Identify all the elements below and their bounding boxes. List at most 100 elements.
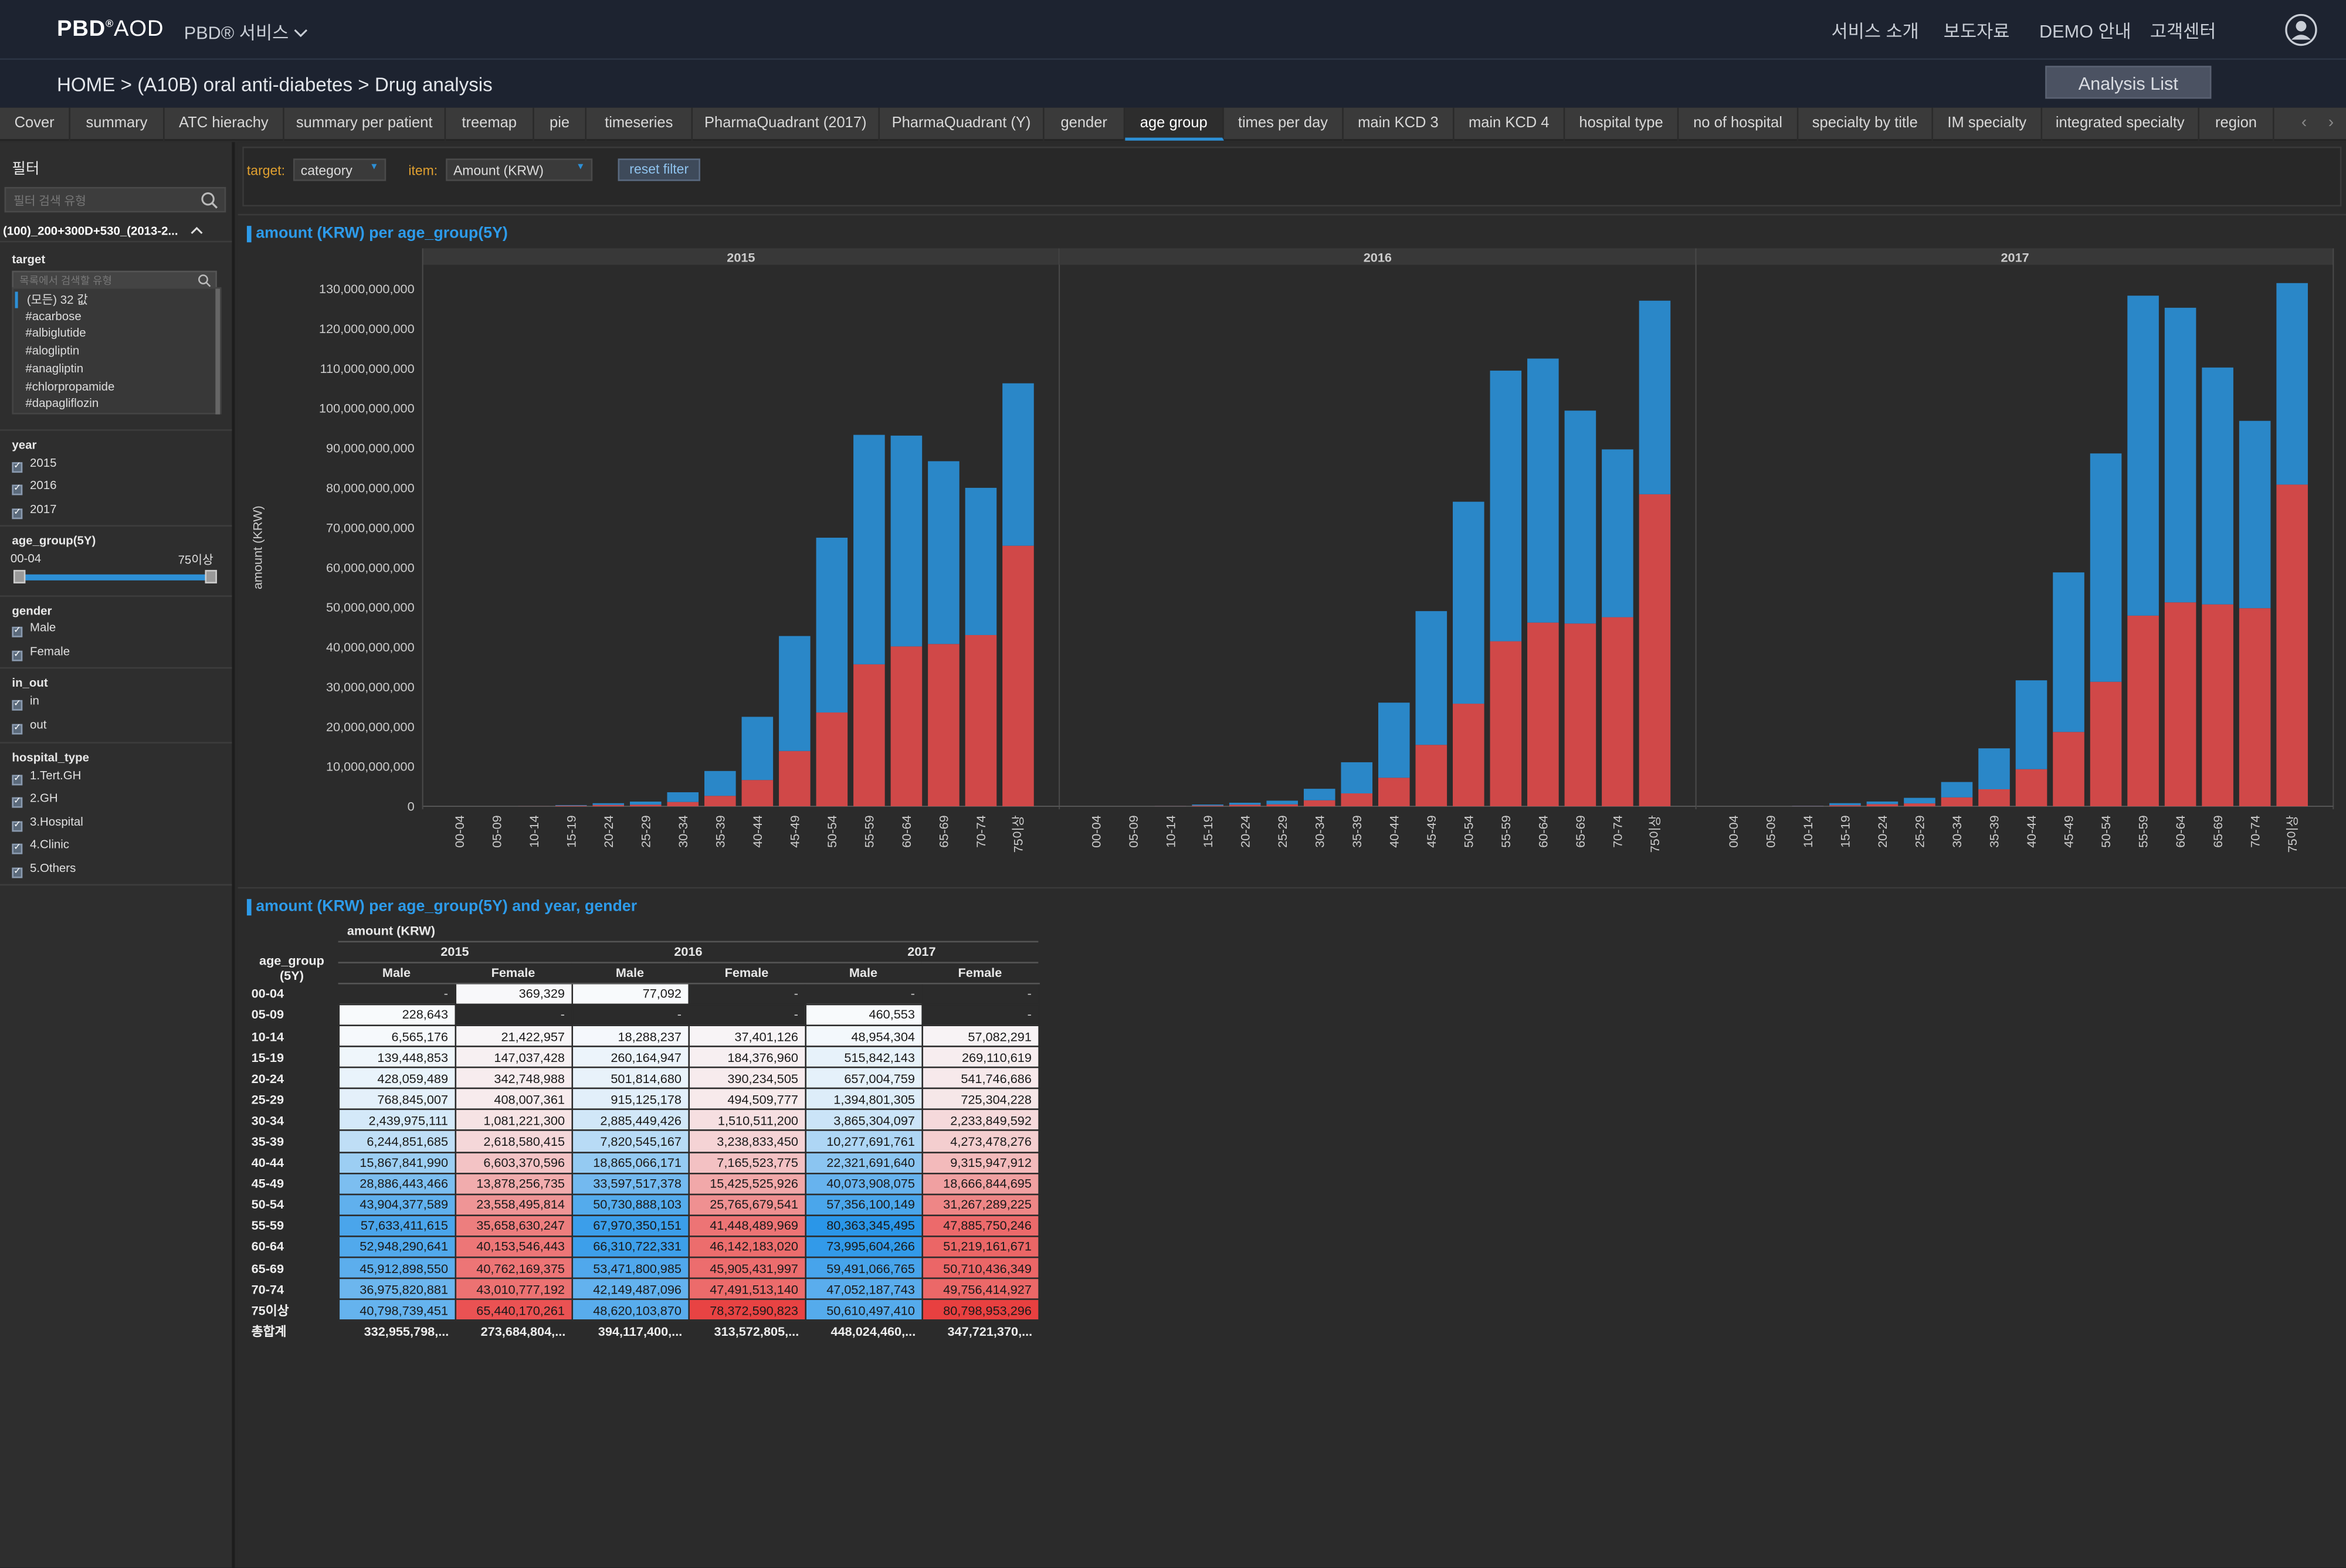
table-cell[interactable]: 408,007,361 [454, 1088, 572, 1111]
table-cell[interactable]: 147,037,428 [454, 1046, 572, 1068]
table-cell[interactable]: 37,401,126 [687, 1024, 806, 1047]
analysis-list-button[interactable]: Analysis List [2045, 66, 2212, 99]
table-cell[interactable]: - [921, 1003, 1039, 1026]
user-account-icon[interactable] [2284, 13, 2317, 46]
bar-male[interactable] [629, 802, 662, 805]
table-cell[interactable]: 6,244,851,685 [337, 1130, 456, 1153]
table-cell[interactable]: 725,304,228 [921, 1088, 1039, 1111]
table-cell[interactable]: 73,995,604,266 [804, 1235, 923, 1258]
bar-male[interactable] [1527, 358, 1559, 623]
bar-female[interactable] [1866, 804, 1899, 806]
table-cell[interactable]: 4,273,478,276 [921, 1130, 1039, 1153]
table-cell[interactable]: - [921, 982, 1039, 1005]
table-cell[interactable]: 390,234,505 [687, 1067, 806, 1090]
table-cell[interactable]: 428,059,489 [337, 1067, 456, 1090]
bar-female[interactable] [2053, 732, 2084, 806]
sheet-selector[interactable]: (100)_200+300D+530_(2013-2... [3, 225, 204, 238]
service-menu[interactable]: PBD® 서비스 [184, 19, 309, 45]
table-cell[interactable]: 369,329 [454, 982, 572, 1005]
table-cell[interactable]: 7,165,523,775 [687, 1151, 806, 1174]
bar-male[interactable] [741, 717, 774, 780]
year-checkbox-2015[interactable]: ✓ 2015 [12, 456, 56, 473]
tab-treemap[interactable]: treemap [446, 107, 534, 141]
nav-press[interactable]: 보도자료 [1943, 21, 2010, 42]
table-cell[interactable]: 139,448,853 [337, 1046, 456, 1068]
table-cell[interactable]: 13,878,256,735 [454, 1172, 572, 1195]
table-cell[interactable]: 36,975,820,881 [337, 1277, 456, 1301]
bar-female[interactable] [592, 805, 625, 806]
pbd-aod-logo[interactable]: PBD®AOD [57, 16, 164, 42]
target-list-scrollbar[interactable] [215, 289, 220, 415]
bar-female[interactable] [629, 805, 662, 806]
bar-female[interactable] [2015, 769, 2047, 806]
bar-male[interactable] [1002, 383, 1034, 546]
table-cell[interactable]: 80,363,345,495 [804, 1214, 923, 1237]
bar-female[interactable] [779, 751, 811, 806]
bar-female[interactable] [1527, 622, 1559, 806]
table-cell[interactable]: 57,633,411,615 [337, 1214, 456, 1237]
table-cell[interactable]: 10,277,691,761 [804, 1130, 923, 1153]
bar-female[interactable] [1378, 778, 1410, 806]
table-cell[interactable]: 35,658,630,247 [454, 1214, 572, 1237]
bar-female[interactable] [667, 802, 699, 806]
table-cell[interactable]: 22,321,691,640 [804, 1151, 923, 1174]
table-cell[interactable]: 9,315,947,912 [921, 1151, 1039, 1174]
table-cell[interactable]: 515,842,143 [804, 1046, 923, 1068]
tab-age-group[interactable]: age group [1125, 107, 1224, 141]
table-cell[interactable]: 50,710,436,349 [921, 1256, 1039, 1279]
bar-male[interactable] [2239, 420, 2271, 609]
target-list-item[interactable]: #chlorpropamide [25, 379, 115, 393]
tab-summary[interactable]: summary [70, 107, 165, 141]
table-cell[interactable]: 46,142,183,020 [687, 1235, 806, 1258]
table-cell[interactable]: 48,620,103,870 [571, 1298, 689, 1322]
table-cell[interactable]: - [804, 982, 923, 1005]
bar-male[interactable] [2127, 296, 2159, 616]
bar-female[interactable] [2239, 608, 2271, 806]
table-cell[interactable]: - [571, 1003, 689, 1026]
table-cell[interactable]: 50,610,497,410 [804, 1298, 923, 1322]
table-cell[interactable]: 78,372,590,823 [687, 1298, 806, 1322]
bar-female[interactable] [1453, 704, 1484, 806]
bar-male[interactable] [704, 771, 736, 796]
bar-female[interactable] [1564, 623, 1596, 806]
target-list-item[interactable]: #alogliptin [25, 344, 80, 358]
table-cell[interactable]: 43,010,777,192 [454, 1277, 572, 1301]
bar-female[interactable] [1639, 494, 1671, 806]
table-cell[interactable]: 40,073,908,075 [804, 1172, 923, 1195]
hospital-type-checkbox[interactable]: ✓ 2.GH [12, 791, 58, 808]
bar-female[interactable] [1602, 617, 1633, 806]
table-cell[interactable]: 1,394,801,305 [804, 1088, 923, 1111]
table-cell[interactable]: 52,948,290,641 [337, 1235, 456, 1258]
tab-atc-hierachy[interactable]: ATC hierachy [165, 107, 284, 141]
table-cell[interactable]: 50,730,888,103 [571, 1193, 689, 1216]
table-cell[interactable]: 18,666,844,695 [921, 1172, 1039, 1195]
bar-male[interactable] [555, 805, 587, 806]
bar-male[interactable] [965, 487, 997, 635]
bar-male[interactable] [1866, 801, 1899, 805]
bar-female[interactable] [816, 712, 848, 806]
table-cell[interactable]: 18,865,066,171 [571, 1151, 689, 1174]
total-cell[interactable]: 273,684,804,... [480, 1323, 566, 1339]
bar-male[interactable] [1415, 611, 1447, 745]
tab-integrated-specialty[interactable]: integrated specialty [2042, 107, 2199, 141]
table-cell[interactable]: 2,618,580,415 [454, 1130, 572, 1153]
tab-pharmaquadrant-y[interactable]: PharmaQuadrant (Y) [880, 107, 1045, 141]
hospital-type-checkbox[interactable]: ✓ 4.Clinic [12, 838, 69, 854]
table-cell[interactable]: 33,597,517,378 [571, 1172, 689, 1195]
target-list-item[interactable]: #albiglutide [25, 327, 86, 341]
tab-no-of-hospital[interactable]: no of hospital [1679, 107, 1799, 141]
bar-female[interactable] [1829, 805, 1861, 806]
bar-female[interactable] [1002, 545, 1034, 806]
tab-gender[interactable]: gender [1045, 107, 1125, 141]
bar-male[interactable] [1639, 300, 1671, 494]
table-cell[interactable]: 657,004,759 [804, 1067, 923, 1090]
table-cell[interactable]: 53,471,800,985 [571, 1256, 689, 1279]
table-cell[interactable]: 3,238,833,450 [687, 1130, 806, 1153]
table-cell[interactable]: - [687, 982, 806, 1005]
table-cell[interactable]: 47,052,187,743 [804, 1277, 923, 1301]
table-cell[interactable]: 494,509,777 [687, 1088, 806, 1111]
bar-male[interactable] [890, 435, 923, 647]
tab-main-kcd-4[interactable]: main KCD 4 [1455, 107, 1565, 141]
search-icon[interactable] [198, 274, 211, 287]
table-cell[interactable]: 541,746,686 [921, 1067, 1039, 1090]
